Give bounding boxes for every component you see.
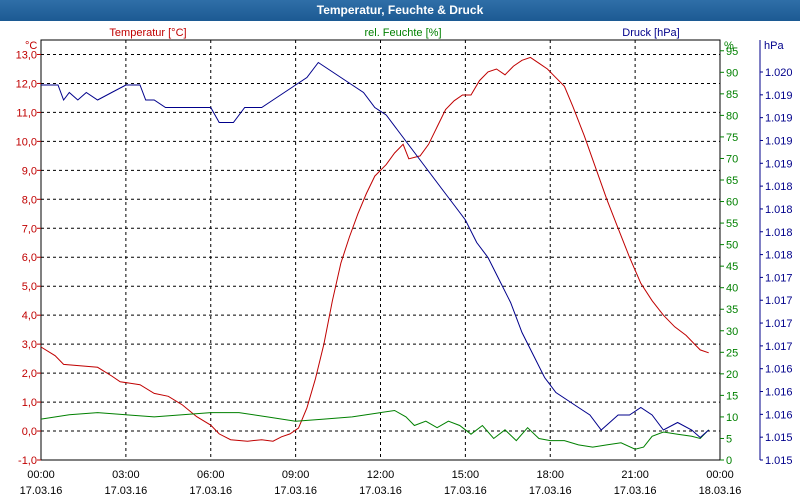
humidity-tick-label: 10: [726, 412, 738, 424]
x-tick-date: 17.03.16: [20, 485, 63, 497]
humidity-tick-label: 55: [726, 218, 738, 230]
temperature-tick-label: 6,0: [22, 252, 37, 264]
x-tick-time: 00:00: [27, 469, 55, 481]
humidity-tick-label: 70: [726, 153, 738, 165]
pressure-tick-label: 1.018: [765, 181, 793, 193]
temperature-tick-label: 9,0: [22, 165, 37, 177]
temperature-tick-label: 2,0: [22, 368, 37, 380]
humidity-tick-label: 15: [726, 390, 738, 402]
temperature-tick-label: 5,0: [22, 281, 37, 293]
pressure-tick-label: 1.016: [765, 387, 793, 399]
pressure-tick-label: 1.018: [765, 250, 793, 262]
x-tick-time: 18:00: [536, 469, 564, 481]
chart-svg: 00:00 17.03.16 03:00 17.03.16 06:00 17.03.16 0…: [16, 27, 793, 497]
humidity-tick-label: 5: [726, 433, 732, 445]
humidity-tick-label: 40: [726, 283, 738, 295]
temperature-series-line: [40, 56, 709, 442]
temperature-tick-label: -1,0: [18, 455, 37, 467]
temperature-tick-label: 12,0: [16, 78, 37, 90]
pressure-tick-label: 1.019: [765, 113, 793, 125]
x-tick-date: 17.03.16: [274, 485, 317, 497]
temperature-tick-label: 0,0: [22, 426, 37, 438]
x-tick-time: 00:00: [706, 469, 734, 481]
temperature-tick-label: 10,0: [16, 136, 37, 148]
pressure-tick-label: 1.017: [765, 341, 793, 353]
pressure-tick-label: 1.017: [765, 272, 793, 284]
humidity-tick-label: 30: [726, 326, 738, 338]
humidity-tick-label: 95: [726, 46, 738, 58]
pressure-tick-label: 1.018: [765, 227, 793, 239]
x-tick-date: 17.03.16: [529, 485, 572, 497]
humidity-tick-label: 45: [726, 261, 738, 273]
x-tick-date: 17.03.16: [444, 485, 487, 497]
humidity-tick-label: 65: [726, 175, 738, 187]
temperature-tick-label: 1,0: [22, 397, 37, 409]
pressure-unit-label: hPa: [764, 40, 784, 52]
pressure-tick-label: 1.018: [765, 204, 793, 216]
x-tick-time: 03:00: [112, 469, 140, 481]
temperature-tick-label: 4,0: [22, 310, 37, 322]
humidity-series-line: [40, 409, 710, 450]
temperature-tick-label: 7,0: [22, 223, 37, 235]
humidity-tick-label: 90: [726, 67, 738, 79]
temperature-unit-label: °C: [25, 40, 37, 52]
pressure-tick-label: 1.019: [765, 135, 793, 147]
temperature-series-label: Temperatur [°C]: [109, 27, 186, 39]
x-tick-date: 17.03.16: [359, 485, 402, 497]
temperature-tick-label: 11,0: [16, 107, 37, 119]
humidity-tick-label: 0: [726, 455, 732, 467]
pressure-tick-label: 1.019: [765, 90, 793, 102]
humidity-tick-label: 20: [726, 369, 738, 381]
humidity-tick-label: 60: [726, 197, 738, 209]
chart-title: Temperatur, Feuchte & Druck: [0, 0, 800, 21]
temperature-tick-label: 3,0: [22, 339, 37, 351]
x-tick-date: 17.03.16: [104, 485, 147, 497]
x-tick-time: 09:00: [282, 469, 310, 481]
pressure-tick-label: 1.015: [765, 432, 793, 444]
humidity-tick-label: 50: [726, 240, 738, 252]
temperature-tick-label: 8,0: [22, 194, 37, 206]
pressure-series-line: [41, 61, 710, 439]
humidity-tick-label: 25: [726, 347, 738, 359]
humidity-tick-label: 35: [726, 304, 738, 316]
pressure-tick-label: 1.017: [765, 295, 793, 307]
pressure-tick-label: 1.016: [765, 409, 793, 421]
x-tick-date: 18.03.16: [699, 485, 742, 497]
pressure-tick-label: 1.016: [765, 364, 793, 376]
plot-area: 00:00 17.03.16 03:00 17.03.16 06:00 17.03.16 0…: [16, 27, 793, 497]
x-tick-date: 17.03.16: [614, 485, 657, 497]
x-tick-time: 15:00: [452, 469, 480, 481]
pressure-tick-label: 1.017: [765, 318, 793, 330]
x-tick-time: 21:00: [621, 469, 649, 481]
x-tick-time: 06:00: [197, 469, 225, 481]
x-tick-date: 17.03.16: [189, 485, 232, 497]
x-tick-time: 12:00: [367, 469, 395, 481]
pressure-tick-label: 1.020: [765, 67, 793, 79]
humidity-unit-label: %: [724, 40, 734, 52]
pressure-series-label: Druck [hPa]: [622, 27, 679, 39]
humidity-tick-label: 75: [726, 132, 738, 144]
humidity-series-label: rel. Feuchte [%]: [364, 27, 441, 39]
humidity-tick-label: 80: [726, 110, 738, 122]
humidity-tick-label: 85: [726, 89, 738, 101]
pressure-tick-label: 1.015: [765, 455, 793, 467]
pressure-tick-label: 1.019: [765, 158, 793, 170]
temperature-tick-label: 13,0: [16, 49, 37, 61]
